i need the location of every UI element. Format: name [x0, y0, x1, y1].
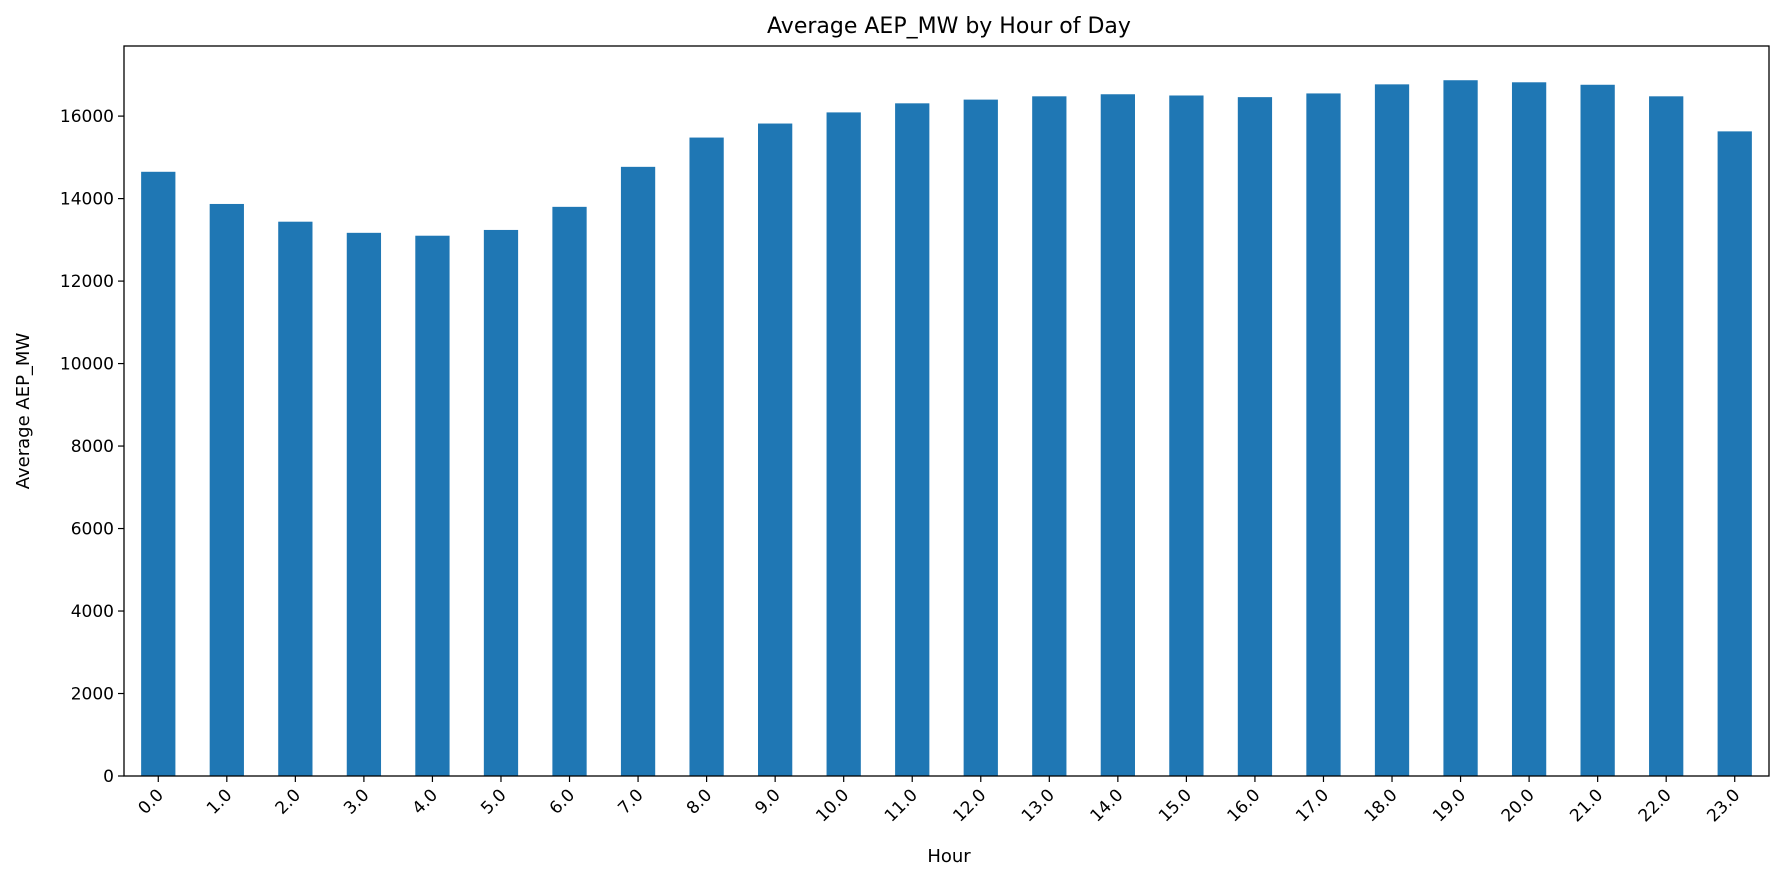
- y-tick-label: 16000: [60, 107, 114, 127]
- x-tick-label: 18.0: [1361, 785, 1402, 826]
- x-axis-label: Hour: [927, 846, 971, 867]
- bar-20.0: [1511, 82, 1547, 777]
- y-tick-label: 12000: [60, 272, 114, 292]
- x-tick-label: 6.0: [546, 785, 579, 818]
- bar-2.0: [278, 221, 313, 776]
- plot-frame: [123, 45, 1770, 777]
- x-tick-label: 17.0: [1292, 785, 1333, 826]
- y-axis-ticks: 0 2000 4000 6000 8000 10000 12000 14000 16000: [60, 107, 124, 787]
- x-tick-label: 4.0: [409, 785, 442, 818]
- y-tick-label: 0: [103, 767, 114, 787]
- x-tick-label: 19.0: [1429, 785, 1470, 826]
- x-tick-label: 5.0: [477, 785, 510, 818]
- x-tick-label: 13.0: [1018, 785, 1059, 826]
- bar-12.0: [963, 99, 998, 776]
- bar-9.0: [758, 123, 793, 776]
- bar-15.0: [1169, 95, 1204, 777]
- bar-11.0: [895, 103, 930, 776]
- x-tick-label: 21.0: [1566, 785, 1607, 826]
- y-axis-label: Average AEP_MW: [13, 333, 34, 490]
- x-tick-label: 8.0: [683, 785, 716, 818]
- x-tick-label: 1.0: [203, 785, 236, 818]
- x-tick-label: 7.0: [614, 785, 647, 818]
- bar-7.0: [620, 166, 656, 777]
- bar-18.0: [1374, 84, 1410, 776]
- x-tick-label: 2.0: [272, 785, 305, 818]
- x-tick-label: 10.0: [812, 785, 853, 826]
- bar-5.0: [483, 229, 519, 777]
- x-tick-label: 15.0: [1155, 785, 1196, 826]
- x-tick-label: 12.0: [949, 785, 990, 826]
- x-tick-label: 22.0: [1635, 785, 1676, 826]
- bar-3.0: [346, 232, 382, 776]
- bar-0.0: [141, 171, 176, 776]
- y-tick-label: 8000: [71, 437, 114, 457]
- bar-19.0: [1443, 80, 1478, 777]
- x-tick-label: 20.0: [1498, 785, 1539, 826]
- bar-1.0: [209, 203, 244, 776]
- bar-16.0: [1237, 97, 1273, 777]
- bar-21.0: [1580, 84, 1615, 776]
- bar-17.0: [1306, 93, 1341, 776]
- x-tick-label: 14.0: [1086, 785, 1127, 826]
- bar-23.0: [1717, 131, 1752, 777]
- bar-13.0: [1032, 96, 1067, 776]
- bar-14.0: [1100, 94, 1135, 777]
- x-tick-label: 23.0: [1703, 785, 1744, 826]
- x-tick-label: 3.0: [340, 785, 373, 818]
- y-tick-label: 2000: [71, 685, 114, 705]
- bar-4.0: [415, 235, 450, 776]
- bars-group: [141, 80, 1752, 777]
- x-tick-label: 9.0: [751, 785, 784, 818]
- chart-title: Average AEP_MW by Hour of Day: [767, 14, 1131, 39]
- bar-6.0: [552, 206, 587, 776]
- y-tick-label: 10000: [60, 355, 114, 375]
- x-axis-ticks: 0.0 1.0 2.0 3.0 4.0 5.0 6.0 7.0 8.0 9.0 10.0 11.0 12…: [135, 776, 1744, 826]
- x-tick-label: 11.0: [881, 785, 922, 826]
- y-tick-label: 4000: [71, 602, 114, 622]
- y-tick-label: 6000: [71, 520, 114, 540]
- x-tick-label: 16.0: [1224, 785, 1265, 826]
- bar-10.0: [826, 112, 861, 777]
- bar-22.0: [1649, 96, 1684, 776]
- y-tick-label: 14000: [60, 190, 114, 210]
- bar-8.0: [689, 137, 724, 776]
- x-tick-label: 0.0: [135, 785, 168, 818]
